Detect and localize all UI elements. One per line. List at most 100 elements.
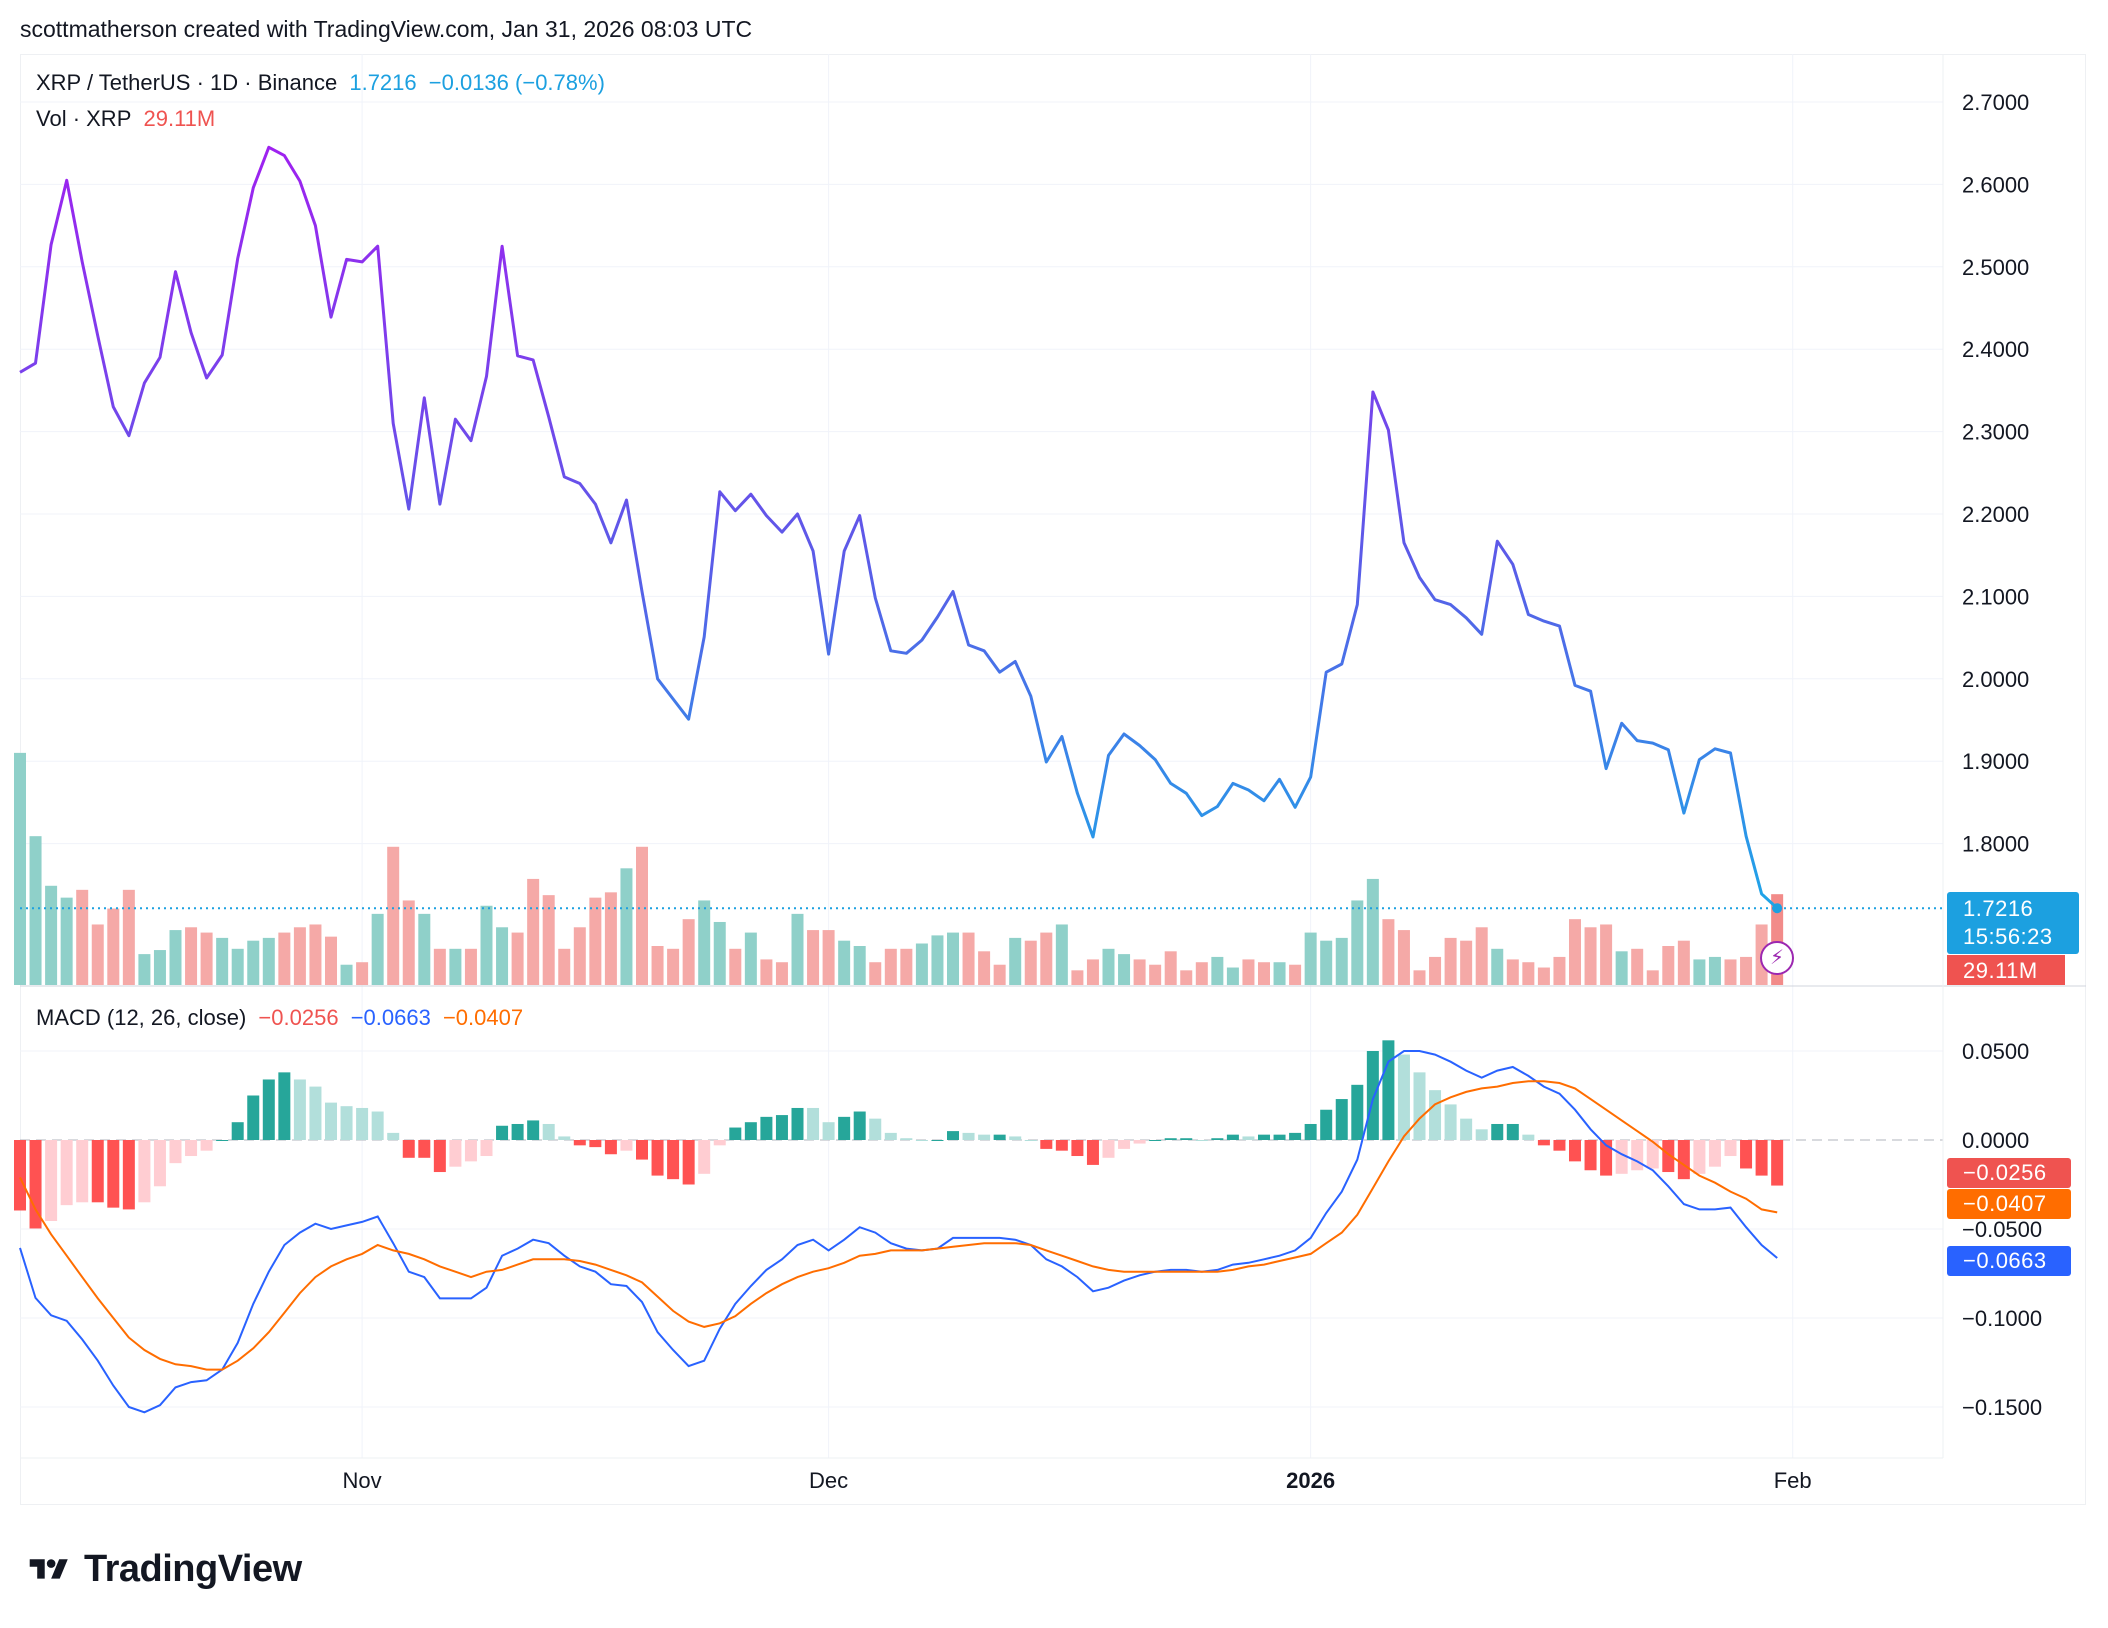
volume-bar [978, 951, 991, 985]
volume-bar [122, 889, 135, 985]
volume-bar [1226, 967, 1239, 985]
macd-histogram-bar [869, 1118, 882, 1140]
volume-bar [1024, 940, 1037, 985]
volume-bar [293, 927, 306, 985]
volume-bar [729, 948, 742, 985]
volume-bar [1522, 962, 1535, 985]
lightning-icon[interactable]: ⚡ [1760, 941, 1794, 975]
volume-bar [1195, 962, 1208, 985]
volume-bar [1118, 954, 1131, 985]
attribution: scottmatherson created with TradingView.… [20, 16, 753, 42]
price-tick-label: 2.4000 [1962, 337, 2029, 362]
macd-histogram-bar [1569, 1140, 1581, 1162]
volume-bar [1537, 967, 1550, 985]
volume-bar [231, 948, 244, 985]
macd-histogram-bar [464, 1140, 477, 1162]
volume-bar [1335, 937, 1348, 985]
volume-bar [169, 930, 182, 985]
volume-bar [387, 846, 400, 985]
volume-bar [604, 892, 617, 985]
macd-histogram-bar [993, 1134, 1006, 1140]
time-tick-label: 2026 [1286, 1468, 1335, 1493]
macd-histogram-bar [1724, 1140, 1737, 1157]
macd-histogram-bar [1771, 1140, 1784, 1186]
macd-line-value: −0.0663 [350, 1005, 431, 1030]
macd-line-tag: −0.0663 [1947, 1246, 2071, 1276]
volume-bar [1040, 932, 1053, 985]
macd-histogram-bar [1413, 1072, 1426, 1140]
macd-histogram-bar [713, 1140, 726, 1146]
macd-histogram-bar [1180, 1138, 1193, 1140]
macd-histogram-bar [791, 1107, 804, 1140]
volume-bar [573, 927, 586, 985]
price-tick-label: 2.6000 [1962, 172, 2029, 197]
volume-bar [356, 962, 369, 985]
macd-histogram-bar [573, 1140, 586, 1146]
macd-histogram-bar [1646, 1140, 1659, 1169]
volume-bar [29, 836, 42, 985]
volume-bar [822, 930, 835, 985]
volume-bar [153, 950, 166, 985]
macd-histogram-bar [511, 1123, 524, 1140]
macd-histogram-bar [356, 1107, 369, 1140]
macd-histogram-bar [651, 1140, 664, 1176]
volume-bar [775, 962, 788, 985]
macd-histogram-bar [931, 1140, 944, 1141]
volume-bar [480, 905, 493, 985]
macd-histogram-bar [1615, 1140, 1628, 1174]
symbol-title[interactable]: XRP / TetherUS · 1D · Binance [36, 70, 338, 95]
volume-bar [1289, 964, 1302, 985]
volume-title[interactable]: Vol · XRP [36, 106, 132, 131]
macd-histogram-bar [1211, 1138, 1224, 1140]
volume-bar [1055, 924, 1068, 985]
macd-histogram-bar [387, 1132, 400, 1140]
volume-bar [993, 964, 1006, 985]
macd-histogram-bar [200, 1140, 213, 1151]
volume-bar [1258, 962, 1270, 985]
volume-bar [962, 932, 975, 985]
volume-bar [402, 900, 415, 985]
macd-histogram-bar [340, 1106, 353, 1140]
macd-histogram-bar [122, 1140, 135, 1210]
macd-histogram-bar [138, 1140, 151, 1203]
volume-bar [1304, 932, 1317, 985]
macd-histogram-bar [1475, 1129, 1488, 1140]
price-tick-label: 2.0000 [1962, 667, 2029, 692]
macd-histogram-bar [216, 1140, 229, 1141]
volume-bar [542, 895, 555, 985]
volume-bar [91, 924, 104, 985]
price-tick-label: 1.9000 [1962, 749, 2029, 774]
macd-histogram-bar [1460, 1118, 1473, 1140]
macd-histogram-bar [325, 1102, 337, 1140]
macd-histogram-bar [1164, 1138, 1177, 1140]
macd-tick-label: 0.0000 [1962, 1128, 2029, 1153]
macd-signal-tag: −0.0407 [1947, 1189, 2071, 1219]
macd-histogram-bar [962, 1132, 975, 1140]
volume-bar [1413, 970, 1426, 985]
price-change: −0.0136 (−0.78%) [428, 70, 605, 95]
macd-histogram-bar [558, 1136, 571, 1140]
macd-tick-label: −0.1000 [1962, 1306, 2042, 1331]
volume-bar [1086, 959, 1099, 985]
tradingview-logo-text: TradingView [84, 1548, 302, 1590]
volume-bar [558, 948, 571, 985]
volume-bar [1506, 959, 1519, 985]
macd-histogram-bar [262, 1079, 275, 1140]
volume-bar [1242, 959, 1255, 985]
macd-histogram-bar [1009, 1136, 1022, 1140]
volume-bar [1382, 919, 1395, 985]
macd-title[interactable]: MACD (12, 26, close) [36, 1005, 247, 1030]
macd-histogram-bar [14, 1140, 26, 1211]
volume-bar [45, 885, 58, 985]
volume-bar [449, 948, 462, 985]
tradingview-logo[interactable]: TradingView [24, 1548, 302, 1591]
macd-legend: MACD (12, 26, close) −0.0256 −0.0663 −0.… [36, 1005, 529, 1031]
volume-bar [667, 948, 680, 985]
volume-bar [1460, 940, 1473, 985]
volume-bar [744, 932, 757, 985]
macd-histogram-bar [698, 1140, 711, 1174]
macd-histogram-bar [1740, 1140, 1753, 1169]
volume-bar [309, 924, 322, 985]
macd-histogram-bar [1226, 1134, 1239, 1140]
